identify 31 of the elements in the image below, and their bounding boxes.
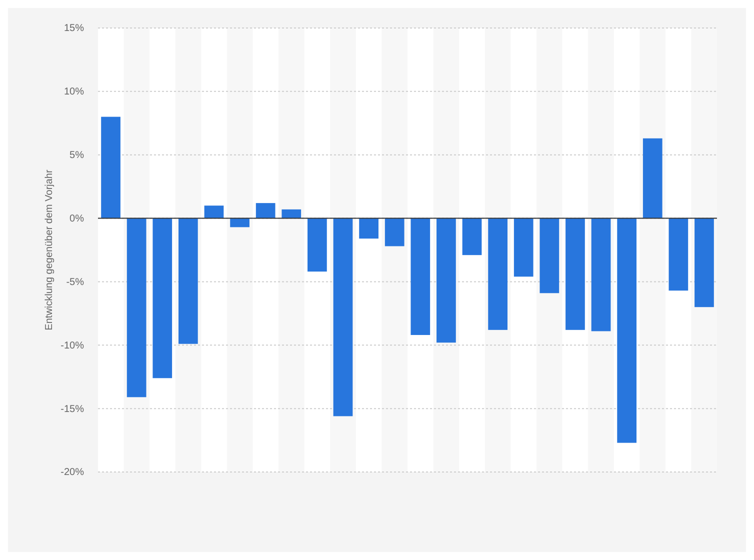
bar <box>410 218 430 335</box>
bar <box>566 218 585 330</box>
y-tick-label: 15% <box>64 23 84 34</box>
bar <box>488 218 508 330</box>
bar <box>178 218 198 344</box>
bar <box>642 138 662 218</box>
y-tick-label: -10% <box>60 340 84 352</box>
bar <box>668 218 688 291</box>
bar <box>282 209 302 218</box>
y-axis-title: Entwicklung gegenüber dem Vorjahr <box>44 169 55 330</box>
bar <box>617 218 636 443</box>
y-tick-label: 5% <box>70 150 84 162</box>
bar <box>384 218 404 246</box>
bar <box>101 116 120 218</box>
bar <box>308 218 327 272</box>
bar <box>256 203 276 218</box>
bar <box>591 218 611 332</box>
y-tick-label: 0% <box>70 213 84 224</box>
bar <box>359 218 378 239</box>
y-tick-label: -15% <box>60 404 84 415</box>
bar <box>694 218 714 308</box>
y-tick-label: -20% <box>60 467 84 478</box>
bar <box>540 218 560 294</box>
y-tick-label: 10% <box>64 86 84 98</box>
bar <box>514 218 534 277</box>
bar <box>204 206 224 218</box>
bar <box>436 218 456 343</box>
y-tick-label: -5% <box>66 276 84 288</box>
bar <box>152 218 172 378</box>
bar <box>462 218 482 256</box>
bar <box>230 218 250 228</box>
